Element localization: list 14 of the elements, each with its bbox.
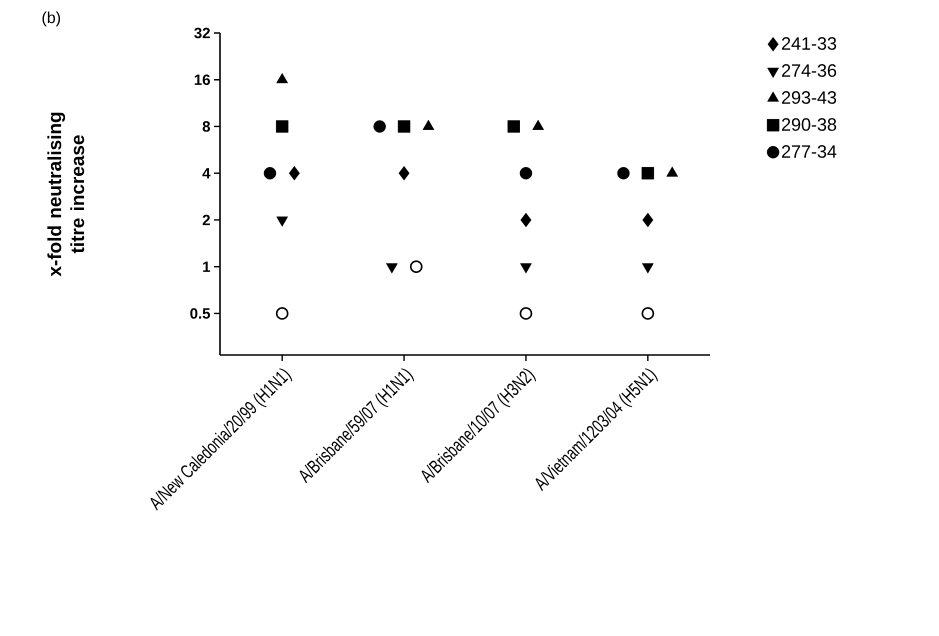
y-tick-label: 0.5 [190,308,210,319]
y-tick-label: 16 [194,74,210,86]
legend-label: 290-38 [782,118,836,131]
legend-label: 293-43 [782,91,836,104]
y-tick-label: 2 [202,214,210,226]
text: (b) [42,12,60,26]
legend-label: 277-34 [782,145,836,158]
legend-label: 241-33 [782,37,836,50]
y-tick-label: 32 [194,28,210,38]
legend-label: 274-36 [782,64,836,77]
y-tick-label: 1 [203,262,210,272]
y-tick-label: 8 [202,121,210,132]
y-tick-label: 4 [202,168,210,178]
y-axis-title: x-fold neutralising titre increase [47,112,84,276]
